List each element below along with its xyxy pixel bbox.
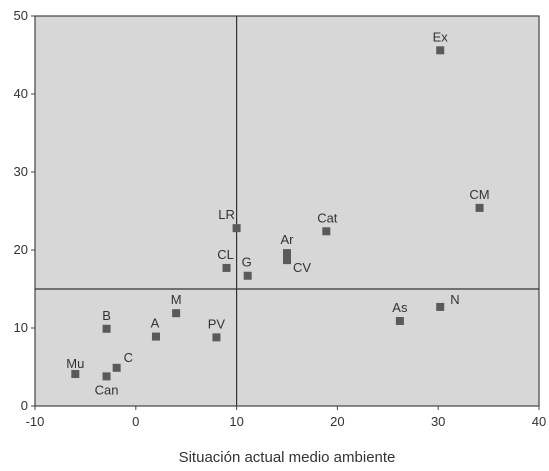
- y-tick-label: 30: [14, 164, 28, 179]
- point-label: CV: [293, 260, 311, 275]
- data-point: [283, 256, 291, 265]
- data-point: [243, 271, 252, 280]
- point-label: As: [392, 300, 408, 315]
- point-label: LR: [218, 207, 235, 222]
- data-point: [436, 46, 445, 55]
- point-label: Mu: [66, 356, 84, 371]
- x-tick-label: 20: [330, 414, 344, 429]
- data-points: [71, 46, 484, 381]
- x-tick-label: 0: [132, 414, 139, 429]
- point-label: C: [124, 350, 133, 365]
- point-label: CL: [217, 247, 234, 262]
- point-label: CM: [469, 187, 489, 202]
- point-label: Ex: [433, 29, 449, 44]
- data-point: [475, 203, 484, 212]
- point-label: M: [171, 292, 182, 307]
- point-label: PV: [208, 316, 226, 331]
- point-label: Can: [95, 382, 119, 397]
- point-label: Ar: [281, 232, 295, 247]
- y-tick-label: 0: [21, 398, 28, 413]
- point-label: A: [151, 316, 160, 331]
- data-point: [172, 309, 181, 318]
- x-tick-label: 40: [532, 414, 546, 429]
- data-point: [112, 363, 121, 372]
- point-labels: Ex CM Cat LR Ar CV CL G N As M B A PV C Mu Can: [66, 29, 489, 397]
- data-point: [436, 302, 445, 311]
- data-point: [232, 224, 241, 233]
- point-label: B: [102, 308, 111, 323]
- data-point: [102, 324, 111, 333]
- x-axis: -10 0 10 20 30 40: [26, 406, 546, 429]
- plot-area: [34, 15, 540, 407]
- data-point: [212, 333, 221, 342]
- data-point: [222, 263, 231, 272]
- y-tick-label: 20: [14, 242, 28, 257]
- point-label: N: [450, 292, 459, 307]
- data-point: [283, 249, 291, 258]
- point-label: Cat: [317, 210, 338, 225]
- data-point: [322, 227, 331, 236]
- point-label: G: [242, 255, 252, 270]
- x-tick-label: -10: [26, 414, 45, 429]
- data-point: [395, 316, 404, 325]
- data-point: [102, 372, 111, 381]
- y-tick-label: 50: [14, 8, 28, 23]
- y-tick-label: 10: [14, 320, 28, 335]
- x-axis-title: Situación actual medio ambiente: [179, 449, 396, 466]
- y-tick-label: 40: [14, 86, 28, 101]
- x-tick-label: 30: [431, 414, 445, 429]
- y-axis: 0 10 20 30 40 50: [14, 8, 35, 413]
- data-point: [71, 370, 80, 379]
- x-tick-label: 10: [229, 414, 243, 429]
- data-point: [151, 332, 160, 341]
